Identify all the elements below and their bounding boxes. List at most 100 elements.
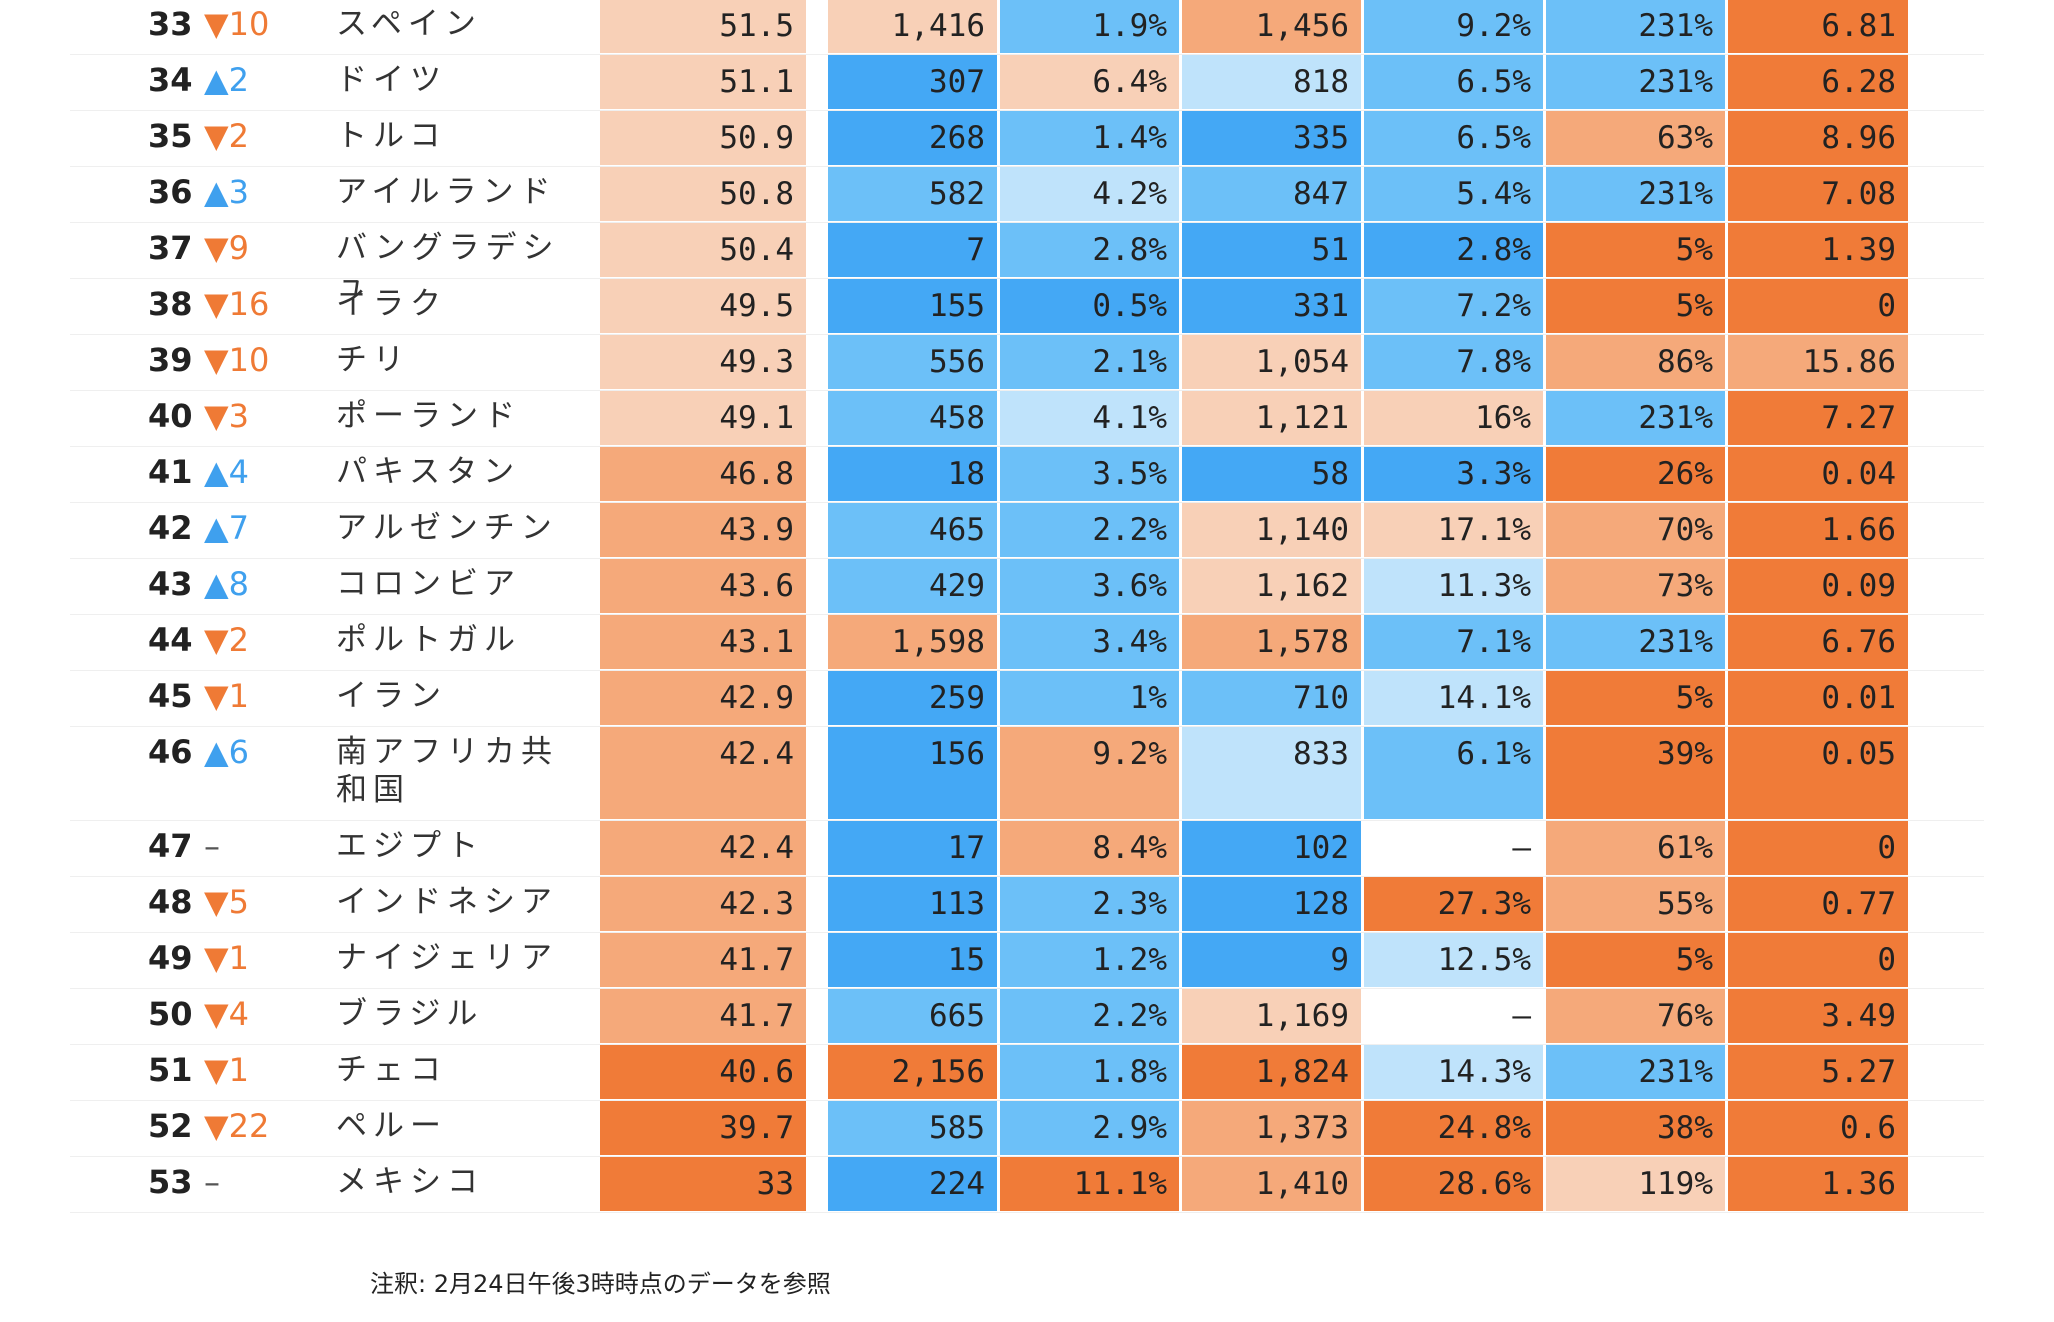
rank-number: 41 bbox=[148, 453, 193, 491]
table-row: 37 ▼9 バングラデシュ 50.4 7 2.8% 51 2.8% 5% 1.39 bbox=[0, 223, 2054, 304]
data-cell-col4: 710 bbox=[1182, 671, 1361, 725]
data-cell-col2: 429 bbox=[828, 559, 997, 613]
rank-change: ▲6 bbox=[204, 733, 249, 771]
rank-change: ▼1 bbox=[204, 677, 249, 715]
data-cell-col1: 49.1 bbox=[600, 391, 806, 445]
data-cell-col7: 0.77 bbox=[1728, 877, 1908, 931]
data-cell-col6: 231% bbox=[1546, 391, 1725, 445]
data-cell-col2: 1,598 bbox=[828, 615, 997, 669]
rank-change: ▼2 bbox=[204, 117, 249, 155]
data-cell-col3: 1.9% bbox=[1000, 0, 1179, 53]
data-cell-col6: 38% bbox=[1546, 1101, 1725, 1155]
data-cell-col7: 1.36 bbox=[1728, 1157, 1908, 1211]
data-cell-col4: 335 bbox=[1182, 111, 1361, 165]
data-cell-col1: 40.6 bbox=[600, 1045, 806, 1099]
data-cell-col3: 2.8% bbox=[1000, 223, 1179, 277]
data-cell-col3: 2.2% bbox=[1000, 503, 1179, 557]
data-cell-col2: 224 bbox=[828, 1157, 997, 1211]
data-cell-col4: 1,054 bbox=[1182, 335, 1361, 389]
row-divider bbox=[70, 988, 1984, 989]
data-cell-col5: 6.1% bbox=[1364, 727, 1543, 819]
country-name: ペルー bbox=[336, 1108, 447, 1144]
country-name: ブラジル bbox=[336, 996, 484, 1032]
country-name: インドネシア bbox=[336, 884, 558, 920]
data-cell-col2: 458 bbox=[828, 391, 997, 445]
rank-number: 47 bbox=[148, 827, 193, 865]
rank-number: 53 bbox=[148, 1163, 193, 1201]
data-cell-col6: 5% bbox=[1546, 279, 1725, 333]
row-divider bbox=[70, 1100, 1984, 1101]
data-cell-col6: 73% bbox=[1546, 559, 1725, 613]
data-cell-col4: 51 bbox=[1182, 223, 1361, 277]
data-cell-col7: 0.09 bbox=[1728, 559, 1908, 613]
data-cell-col1: 51.1 bbox=[600, 55, 806, 109]
data-cell-col2: 7 bbox=[828, 223, 997, 277]
data-cell-col5: 27.3% bbox=[1364, 877, 1543, 931]
rank-change: ▼2 bbox=[204, 621, 249, 659]
data-cell-col6: 5% bbox=[1546, 933, 1725, 987]
data-cell-col7: 6.28 bbox=[1728, 55, 1908, 109]
table-row: 36 ▲3 アイルランド 50.8 582 4.2% 847 5.4% 231% 7.08 bbox=[0, 167, 2054, 223]
data-cell-col5: 5.4% bbox=[1364, 167, 1543, 221]
rank-change: ▼1 bbox=[204, 939, 249, 977]
data-cell-col7: 0 bbox=[1728, 821, 1908, 875]
rank-change: ▲7 bbox=[204, 509, 249, 547]
data-cell-col1: 41.7 bbox=[600, 933, 806, 987]
data-cell-col3: 9.2% bbox=[1000, 727, 1179, 819]
table-row: 38 ▼16 イラク 49.5 155 0.5% 331 7.2% 5% 0 bbox=[0, 279, 2054, 335]
data-cell-col3: 1.2% bbox=[1000, 933, 1179, 987]
data-cell-col5: – bbox=[1364, 989, 1543, 1043]
country-name: エジプト bbox=[336, 828, 484, 864]
table-row: 41 ▲4 パキスタン 46.8 18 3.5% 58 3.3% 26% 0.04 bbox=[0, 447, 2054, 503]
data-cell-col1: 39.7 bbox=[600, 1101, 806, 1155]
rank-number: 51 bbox=[148, 1051, 193, 1089]
data-cell-col6: 55% bbox=[1546, 877, 1725, 931]
data-cell-col7: 0.01 bbox=[1728, 671, 1908, 725]
data-cell-col1: 42.3 bbox=[600, 877, 806, 931]
rank-number: 46 bbox=[148, 733, 193, 771]
row-divider bbox=[70, 390, 1984, 391]
data-cell-col3: 8.4% bbox=[1000, 821, 1179, 875]
data-cell-col3: 0.5% bbox=[1000, 279, 1179, 333]
data-cell-col5: 12.5% bbox=[1364, 933, 1543, 987]
rank-change: ▼5 bbox=[204, 883, 249, 921]
country-name: ドイツ bbox=[336, 62, 447, 98]
rank-change: – bbox=[204, 827, 220, 865]
data-cell-col2: 155 bbox=[828, 279, 997, 333]
rank-number: 39 bbox=[148, 341, 193, 379]
country-name: チェコ bbox=[336, 1052, 447, 1088]
data-cell-col4: 128 bbox=[1182, 877, 1361, 931]
country-name: ポルトガル bbox=[336, 622, 521, 658]
data-cell-col2: 2,156 bbox=[828, 1045, 997, 1099]
table-row: 48 ▼5 インドネシア 42.3 113 2.3% 128 27.3% 55% 0.77 bbox=[0, 877, 2054, 933]
data-cell-col5: 14.3% bbox=[1364, 1045, 1543, 1099]
rank-change: ▲4 bbox=[204, 453, 249, 491]
rank-number: 49 bbox=[148, 939, 193, 977]
data-cell-col7: 5.27 bbox=[1728, 1045, 1908, 1099]
data-cell-col4: 331 bbox=[1182, 279, 1361, 333]
rank-change: ▼3 bbox=[204, 397, 249, 435]
country-name: アルゼンチン bbox=[336, 510, 558, 546]
data-cell-col4: 1,140 bbox=[1182, 503, 1361, 557]
data-cell-col7: 1.66 bbox=[1728, 503, 1908, 557]
data-cell-col6: 231% bbox=[1546, 167, 1725, 221]
table-row: 51 ▼1 チェコ 40.6 2,156 1.8% 1,824 14.3% 231% 5.27 bbox=[0, 1045, 2054, 1101]
rank-number: 52 bbox=[148, 1107, 193, 1145]
rank-number: 37 bbox=[148, 229, 193, 267]
data-cell-col6: 119% bbox=[1546, 1157, 1725, 1211]
row-divider bbox=[70, 334, 1984, 335]
rank-change: ▼10 bbox=[204, 341, 270, 379]
data-cell-col4: 1,410 bbox=[1182, 1157, 1361, 1211]
data-cell-col1: 43.9 bbox=[600, 503, 806, 557]
data-cell-col3: 1.4% bbox=[1000, 111, 1179, 165]
rank-change: ▼16 bbox=[204, 285, 270, 323]
rank-number: 33 bbox=[148, 5, 193, 43]
country-name: 南アフリカ共和国 bbox=[336, 734, 558, 808]
data-cell-col5: 28.6% bbox=[1364, 1157, 1543, 1211]
data-cell-col1: 42.4 bbox=[600, 821, 806, 875]
row-divider bbox=[70, 446, 1984, 447]
data-cell-col6: 231% bbox=[1546, 1045, 1725, 1099]
data-cell-col5: 14.1% bbox=[1364, 671, 1543, 725]
row-divider bbox=[70, 876, 1984, 877]
row-divider bbox=[70, 558, 1984, 559]
